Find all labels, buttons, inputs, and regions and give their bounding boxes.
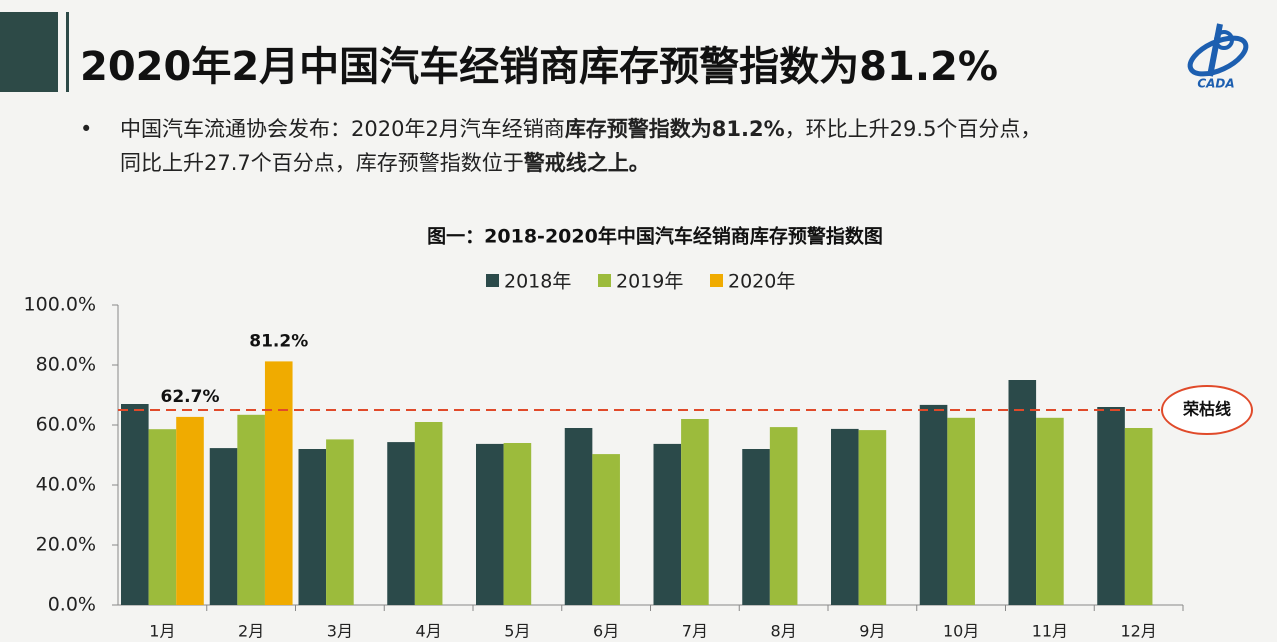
- bullet-text: 同比上升27.7个百分点，库存预警指数位于: [120, 151, 524, 175]
- bar: [176, 416, 204, 605]
- x-tick-label: 2月: [238, 622, 264, 641]
- bar: [769, 427, 798, 605]
- bar: [858, 430, 887, 605]
- x-tick-label: 9月: [859, 622, 885, 641]
- bar: [1036, 417, 1064, 605]
- data-label: 62.7%: [161, 387, 220, 407]
- bar: [326, 439, 354, 605]
- bar: [237, 414, 265, 605]
- bar: [298, 449, 327, 605]
- x-tick-label: 10月: [943, 622, 979, 641]
- legend-label: 2019年: [616, 271, 683, 293]
- x-tick-label: 12月: [1120, 622, 1156, 641]
- y-tick-label: 80.0%: [36, 354, 96, 376]
- bar: [387, 442, 415, 605]
- bullet: • 中国汽车流通协会发布：2020年2月汽车经销商 库存预警指数为81.2% ，环比上…: [80, 112, 1041, 180]
- title: 2020年2月中国汽车经销商库存预警指数为81.2%: [80, 44, 998, 90]
- bar: [592, 454, 620, 605]
- bar: [414, 422, 443, 605]
- bar: [653, 443, 682, 605]
- bar: [1097, 407, 1125, 605]
- y-tick-label: 100.0%: [24, 294, 96, 316]
- legend-swatch: [598, 274, 611, 287]
- threshold-label: 荣枯线: [1182, 400, 1231, 419]
- bar: [831, 428, 859, 605]
- bar: [1008, 380, 1037, 605]
- bar: [947, 417, 975, 605]
- x-tick-label: 8月: [771, 622, 797, 641]
- threshold-ellipse: [1161, 385, 1253, 435]
- x-tick-label: 4月: [416, 622, 442, 641]
- bullet-text: 库存预警指数为81.2%: [564, 117, 785, 141]
- bar: [1124, 428, 1153, 605]
- bullet-text: ，环比上升29.5个百分点，: [784, 117, 1042, 141]
- logo: CADA: [1187, 23, 1249, 91]
- bar: [209, 448, 238, 605]
- logo-text: CADA: [1197, 77, 1234, 91]
- header-rule: [66, 12, 69, 92]
- legend-label: 2020年: [728, 271, 795, 293]
- x-tick-label: 6月: [593, 622, 619, 641]
- chart-title: 图一：2018-2020年中国汽车经销商库存预警指数图: [427, 225, 883, 248]
- bar: [264, 361, 293, 605]
- bullet-marker: •: [80, 117, 93, 141]
- bar: [476, 443, 504, 605]
- x-tick-label: 7月: [682, 622, 708, 641]
- bar: [148, 429, 177, 605]
- x-tick-label: 11月: [1032, 622, 1068, 641]
- legend-label: 2018年: [504, 271, 571, 293]
- legend-swatch: [486, 274, 499, 287]
- bar: [919, 404, 948, 605]
- data-label: 81.2%: [249, 331, 308, 351]
- bullet-text: 中国汽车流通协会发布：2020年2月汽车经销商: [120, 117, 565, 141]
- x-tick-label: 3月: [327, 622, 353, 641]
- x-tick-label: 1月: [149, 622, 175, 641]
- y-tick-label: 40.0%: [36, 474, 96, 496]
- header-block: [0, 12, 58, 92]
- y-tick-label: 20.0%: [36, 534, 96, 556]
- x-tick-label: 5月: [504, 622, 530, 641]
- bullet-text: 警戒线之上。: [523, 151, 650, 175]
- y-tick-label: 60.0%: [36, 414, 96, 436]
- y-tick-label: 0.0%: [48, 594, 96, 616]
- bullet-line: 同比上升27.7个百分点，库存预警指数位于 警戒线之上。: [80, 146, 1041, 180]
- bar: [503, 443, 532, 605]
- bar: [121, 404, 149, 605]
- legend-swatch: [710, 274, 723, 287]
- bar: [742, 449, 770, 605]
- bar: [564, 428, 593, 605]
- bar: [681, 419, 709, 605]
- bullet-line: • 中国汽车流通协会发布：2020年2月汽车经销商 库存预警指数为81.2% ，环比上…: [80, 112, 1041, 146]
